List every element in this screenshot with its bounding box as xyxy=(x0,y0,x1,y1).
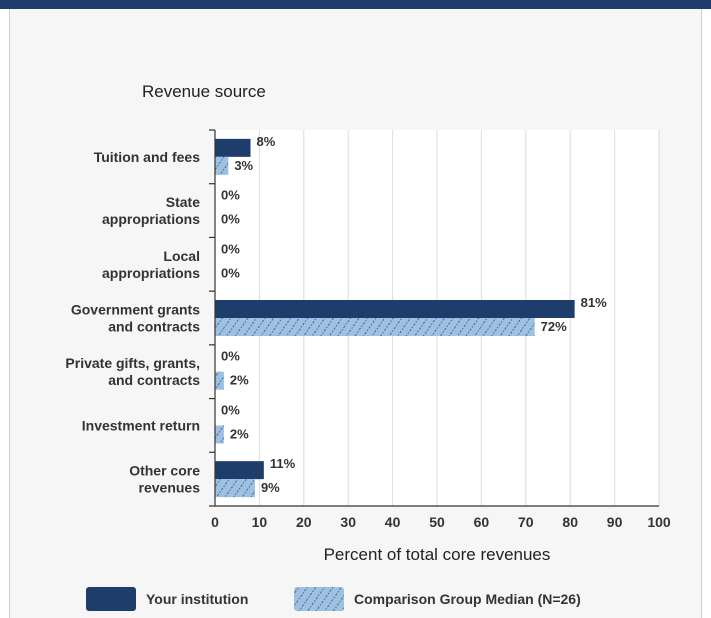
bar-comparison xyxy=(215,156,229,175)
category-label: Other core xyxy=(129,463,200,479)
legend-swatch-comparison xyxy=(294,587,344,611)
category-label: and contracts xyxy=(108,319,200,335)
x-tick-label: 20 xyxy=(296,514,312,530)
data-label-comparison: 72% xyxy=(541,319,567,334)
category-label: Investment return xyxy=(82,417,200,433)
data-label-comparison: 9% xyxy=(261,480,280,495)
data-label-comparison: 2% xyxy=(230,373,249,388)
data-label-institution: 11% xyxy=(270,456,296,471)
bar-institution xyxy=(215,461,264,480)
data-label-institution: 81% xyxy=(581,295,607,310)
data-label-comparison: 2% xyxy=(230,426,249,441)
bars: 8% 3% 0% 0% 0% 0% 81% 72% 0% 2% 0% 2% 11% 9% xyxy=(215,134,607,498)
category-label: Private gifts, grants, xyxy=(65,355,200,371)
category-label: appropriations xyxy=(102,211,200,227)
x-tick-label: 40 xyxy=(385,514,401,530)
x-tick-label: 100 xyxy=(647,514,671,530)
data-label-institution: 0% xyxy=(221,349,240,364)
chart-title: Revenue source xyxy=(142,82,266,101)
legend-swatch-institution xyxy=(86,587,136,611)
tick-labels: 0 10 20 30 40 50 60 70 80 90 100 xyxy=(211,514,671,530)
bar-institution xyxy=(215,300,575,318)
category-label: revenues xyxy=(139,480,201,496)
bar-comparison xyxy=(215,425,224,444)
x-tick-label: 50 xyxy=(429,514,445,530)
data-label-comparison: 0% xyxy=(221,265,240,280)
top-banner xyxy=(0,0,711,9)
data-label-institution: 0% xyxy=(221,188,240,203)
category-labels: Tuition and feesStateappropriationsLocal… xyxy=(65,149,200,496)
x-axis-label: Percent of total core revenues xyxy=(324,545,551,564)
x-tick-label: 30 xyxy=(340,514,356,530)
bar-comparison xyxy=(215,371,224,390)
category-label: Local xyxy=(163,248,200,264)
data-label-institution: 0% xyxy=(221,241,240,256)
category-label: and contracts xyxy=(108,372,200,388)
axes xyxy=(209,129,659,507)
legend-label-institution: Your institution xyxy=(146,591,248,607)
bar-comparison xyxy=(215,479,255,498)
x-tick-label: 90 xyxy=(607,514,623,530)
x-tick-label: 10 xyxy=(252,514,268,530)
data-label-institution: 0% xyxy=(221,402,240,417)
category-label: Tuition and fees xyxy=(94,149,201,165)
category-label: Government grants xyxy=(71,302,200,318)
category-label: appropriations xyxy=(102,265,200,281)
data-label-comparison: 3% xyxy=(234,158,253,173)
category-label: State xyxy=(166,194,200,210)
legend: Your institution Comparison Group Median… xyxy=(86,587,581,611)
bar-institution xyxy=(215,138,251,157)
x-tick-label: 60 xyxy=(474,514,490,530)
x-tick-label: 70 xyxy=(518,514,534,530)
x-tick-label: 80 xyxy=(562,514,578,530)
x-tick-label: 0 xyxy=(211,514,219,530)
data-label-comparison: 0% xyxy=(221,212,240,227)
legend-label-comparison: Comparison Group Median (N=26) xyxy=(354,591,581,607)
data-label-institution: 8% xyxy=(257,134,276,149)
bar-comparison xyxy=(215,318,535,336)
